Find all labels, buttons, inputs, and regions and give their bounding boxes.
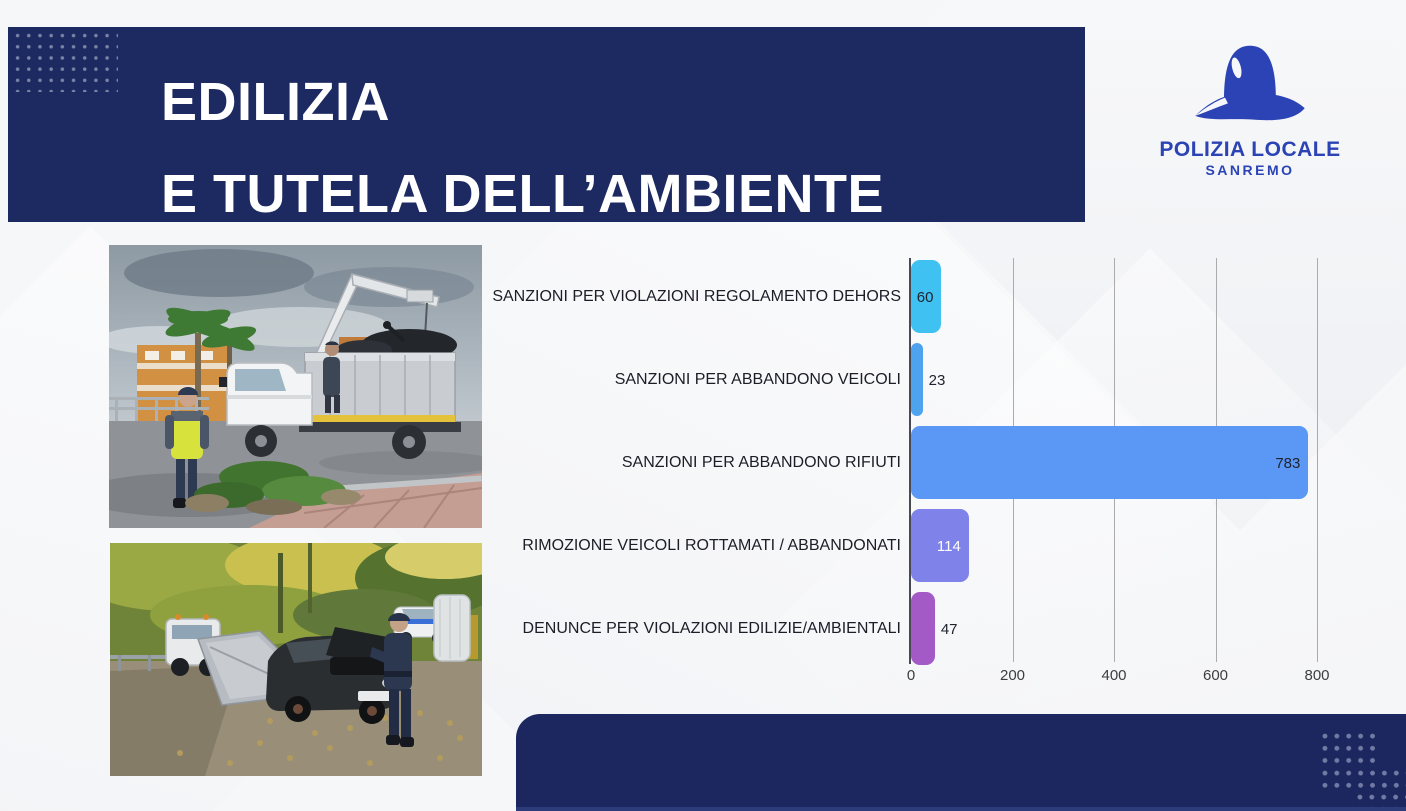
bar-value-label: 23 (928, 371, 946, 389)
category-label: RIMOZIONE VEICOLI ROTTAMATI / ABBANDONAT… (522, 536, 901, 554)
bar-value-label: 47 (940, 620, 958, 638)
page-title-line1: EDILIZIA (161, 72, 390, 132)
dot-grid-pattern (1351, 788, 1406, 811)
bar-value-label: 783 (1275, 454, 1301, 472)
bar-value-label: 60 (916, 288, 934, 306)
dot-grid-pattern (10, 28, 118, 92)
x-axis-tick-label: 400 (1101, 667, 1127, 684)
dot-grid-pattern (1316, 727, 1380, 764)
category-label: SANZIONI PER ABBANDONO RIFIUTI (621, 453, 901, 471)
x-axis-tick-label: 200 (999, 667, 1026, 684)
chart-gridline (1317, 258, 1318, 662)
bar (911, 592, 935, 665)
bottom-panel (516, 714, 1406, 811)
photo-truck-crane-illustration (109, 245, 482, 528)
photo-tow-truck-abandoned-car (110, 543, 482, 776)
x-axis-tick-label: 0 (906, 667, 916, 684)
category-label: DENUNCE PER VIOLAZIONI EDILIZIE/AMBIENTA… (522, 619, 901, 637)
bar (911, 343, 923, 416)
dot-grid-pattern (1316, 764, 1406, 789)
x-axis-tick-label: 600 (1202, 667, 1229, 684)
category-label: SANZIONI PER ABBANDONO VEICOLI (614, 370, 901, 388)
category-label: SANZIONI PER VIOLAZIONI REGOLAMENTO DEHO… (492, 287, 901, 305)
panel-accent-strip (516, 807, 1406, 811)
x-axis-tick-label: 800 (1304, 667, 1330, 684)
page-title-line2: E TUTELA DELL’AMBIENTE (161, 164, 884, 224)
bar-value-label: 114 (936, 537, 961, 555)
photo-truck-crane-scooter-removal (109, 245, 482, 528)
photo-tow-truck-illustration (110, 543, 482, 776)
